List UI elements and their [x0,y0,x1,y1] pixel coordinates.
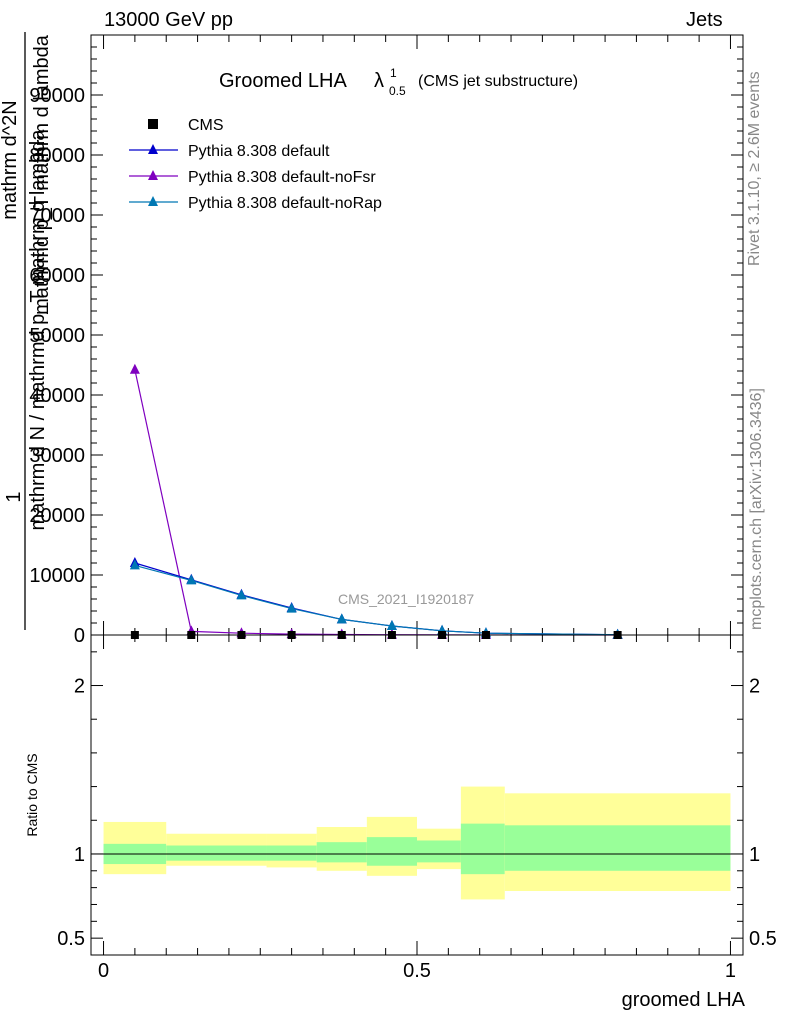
data-point-triangle [386,620,397,630]
watermark: CMS_2021_I1920187 [338,591,474,607]
title-suffix: (CMS jet substructure) [418,73,578,90]
title-main: Groomed LHA [219,70,347,92]
ratio-y-tick-label: 2 [74,676,85,698]
title-lambda: λ [374,70,384,92]
main-plot: 0 10000 20000 30000 40000 50000 60000 70000 8000… [29,34,744,647]
y-tick-label: 0 [74,625,85,647]
main-y-label: 1 mathrm d N / mathrmd p_T mathrm d lamb… [0,32,53,630]
x-tick-label: 0 [98,960,109,982]
ratio-y-tick-label-right: 1 [749,844,760,866]
ratio-y-tick-label: 0.5 [57,928,85,950]
data-point-triangle [186,574,197,585]
legend-label: Pythia 8.308 default-noRap [188,195,382,212]
y-tick-label: 20000 [29,505,85,527]
ratio-band-inner [166,845,267,861]
y-tick-label: 70000 [29,205,85,227]
ratio-band-inner [460,823,505,875]
ratio-y-ticks: 0.5 0.5 1 1 2 2 [57,651,777,950]
ratio-y-tick-label: 1 [74,844,85,866]
legend-marker-square [148,119,158,129]
y-tick-label: 90000 [29,85,85,107]
data-point-triangle [336,613,347,624]
legend-marker-triangle [148,170,158,180]
legend: CMS Pythia 8.308 default Pythia 8.308 defa… [129,117,382,212]
ratio-y-tick-label-right: 0.5 [749,928,777,950]
main-y-ticks: 0 10000 20000 30000 40000 50000 60000 70000 8000… [29,46,743,647]
y-label-line-1: mathrm d N / mathrmd p_T mathrm d lambda [27,129,49,531]
header-left: 13000 GeV pp [104,9,233,31]
data-point-triangle [286,602,297,613]
ratio-y-label: Ratio to CMS [24,753,40,836]
ratio-y-tick-label-right: 2 [749,676,760,698]
y-label-numerator: 1 [3,491,25,502]
legend-marker-triangle [148,196,158,206]
ratio-bands [103,786,731,900]
y-tick-label: 40000 [29,385,85,407]
data-point-triangle [129,559,140,570]
y-tick-label: 30000 [29,445,85,467]
legend-label: CMS [188,117,224,134]
y-tick-label: 50000 [29,325,85,347]
legend-label: Pythia 8.308 default [188,143,330,160]
legend-marker-triangle [148,144,158,154]
title-sub: 0.5 [389,84,406,98]
ratio-band-inner [266,845,317,861]
header-right: Jets [686,9,723,31]
ratio-band-inner [504,825,731,871]
legend-label: Pythia 8.308 default-noFsr [188,169,376,186]
y-tick-label: 10000 [29,565,85,587]
ratio-x-ticks: 0 0.5 1 [98,635,736,982]
y-label-line-2: mathrm d^2N [0,100,21,219]
y-tick-label: 60000 [29,265,85,287]
ratio-band-inner [417,840,461,863]
x-axis-label: groomed LHA [622,989,746,1011]
x-tick-label: 1 [725,960,736,982]
x-tick-label: 0.5 [403,960,431,982]
data-point-triangle [236,589,247,600]
data-point-triangle [129,363,140,374]
plot-title: Groomed LHA λ 1 0.5 (CMS jet substructur… [219,66,578,98]
y-tick-label: 80000 [29,145,85,167]
title-sup: 1 [390,66,397,80]
ratio-band-inner [366,837,417,866]
ratio-band-inner [316,842,367,863]
ratio-plot: 0.5 0.51 12 2 0 0.5 1 Ratio to CMS groomed LH… [24,634,777,1011]
y-label-line-3: mathrmd p_T mathrm d lambda [31,34,53,315]
